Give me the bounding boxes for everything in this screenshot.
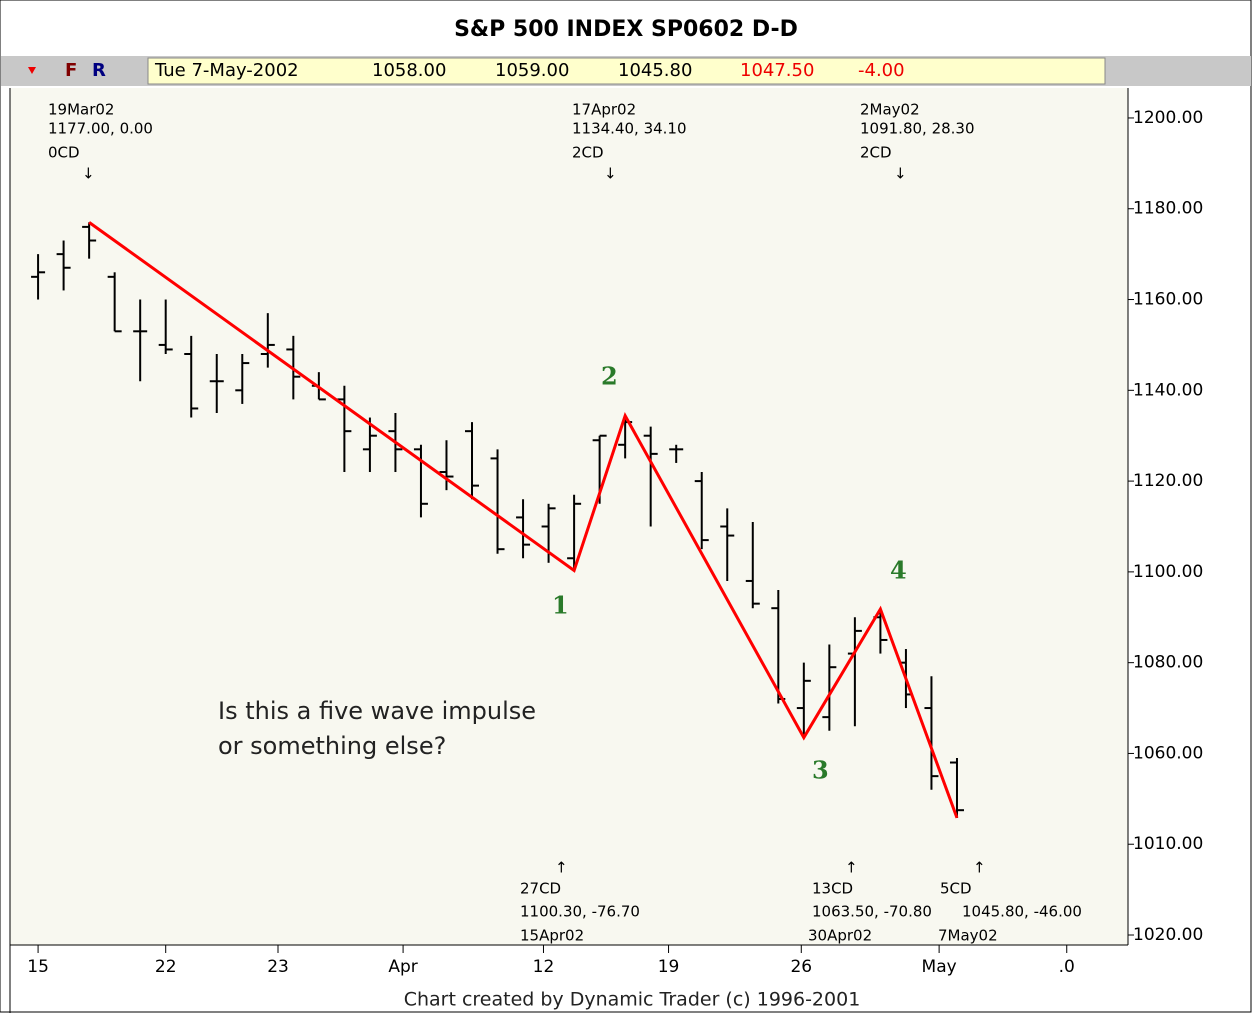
comment: Is this a five wave impulse — [218, 697, 536, 725]
annotation: 1091.80, 28.30 — [860, 120, 975, 138]
x-tick-label: .0 — [1059, 957, 1075, 977]
info-open: 1058.00 — [372, 60, 446, 81]
x-tick-label: May — [922, 957, 957, 977]
y-tick-label: 1160.00 — [1133, 290, 1203, 310]
wave-label: 2 — [601, 362, 618, 391]
chart-title: S&P 500 INDEX SP0602 D-D — [454, 17, 798, 42]
annotation: 1177.00, 0.00 — [48, 120, 153, 138]
info-close: 1047.50 — [740, 60, 814, 81]
annotation: 7May02 — [938, 927, 998, 945]
annotation: 13CD — [812, 880, 853, 898]
flag-r[interactable]: R — [92, 60, 106, 81]
arrow: ↑ — [845, 859, 858, 877]
info-date: Tue 7-May-2002 — [154, 60, 299, 81]
annotation: 5CD — [940, 880, 972, 898]
footer: Chart created by Dynamic Trader (c) 1996… — [404, 989, 861, 1011]
y-tick-label: 1020.00 — [1133, 925, 1203, 945]
y-tick-label: 1120.00 — [1133, 471, 1203, 491]
info-box — [147, 57, 1106, 85]
annotation: 1045.80, -46.00 — [962, 903, 1082, 921]
annotation: 27CD — [520, 880, 561, 898]
y-tick-label: 1180.00 — [1133, 199, 1203, 219]
y-tick-label: 1080.00 — [1133, 653, 1203, 673]
plot-area — [10, 88, 1128, 945]
wave-line — [88, 221, 959, 819]
info-change: -4.00 — [858, 60, 905, 81]
annotation: 2May02 — [860, 101, 920, 119]
x-tick-label: 26 — [790, 957, 812, 977]
annotation: 2CD — [860, 144, 892, 162]
annotation: 1063.50, -70.80 — [812, 903, 932, 921]
wave-label: 1 — [552, 591, 569, 620]
arrow: ↑ — [973, 859, 986, 877]
y-tick-label: 1100.00 — [1133, 562, 1203, 582]
annotation: 15Apr02 — [520, 927, 584, 945]
comment: or something else? — [218, 732, 446, 760]
arrow: ↓ — [82, 165, 95, 183]
annotation: 2CD — [572, 144, 604, 162]
annotation: 1100.30, -76.70 — [520, 903, 640, 921]
annotation: 0CD — [48, 144, 80, 162]
x-tick-label: 22 — [155, 957, 177, 977]
info-high: 1059.00 — [495, 60, 569, 81]
arrow: ↓ — [604, 165, 617, 183]
arrow: ↑ — [555, 859, 568, 877]
annotation: 1134.40, 34.10 — [572, 120, 687, 138]
wave-label: 4 — [890, 556, 907, 585]
annotation: 19Mar02 — [48, 101, 114, 119]
y-tick-label: 1140.00 — [1133, 380, 1203, 400]
arrow: ↓ — [894, 165, 907, 183]
menu-arrow[interactable] — [28, 67, 36, 74]
annotation: 17Apr02 — [572, 101, 636, 119]
wave-label: 3 — [812, 756, 829, 785]
x-tick-label: 15 — [27, 957, 49, 977]
x-tick-label: Apr — [388, 957, 417, 977]
x-tick-label: 23 — [267, 957, 289, 977]
info-low: 1045.80 — [618, 60, 692, 81]
y-tick-label: 1010.00 — [1133, 834, 1203, 854]
x-tick-label: 19 — [658, 957, 680, 977]
y-tick-label: 1060.00 — [1133, 743, 1203, 763]
y-tick-label: 1200.00 — [1133, 108, 1203, 128]
flag-f[interactable]: F — [65, 60, 77, 81]
x-tick-label: 12 — [533, 957, 555, 977]
annotation: 30Apr02 — [808, 927, 872, 945]
